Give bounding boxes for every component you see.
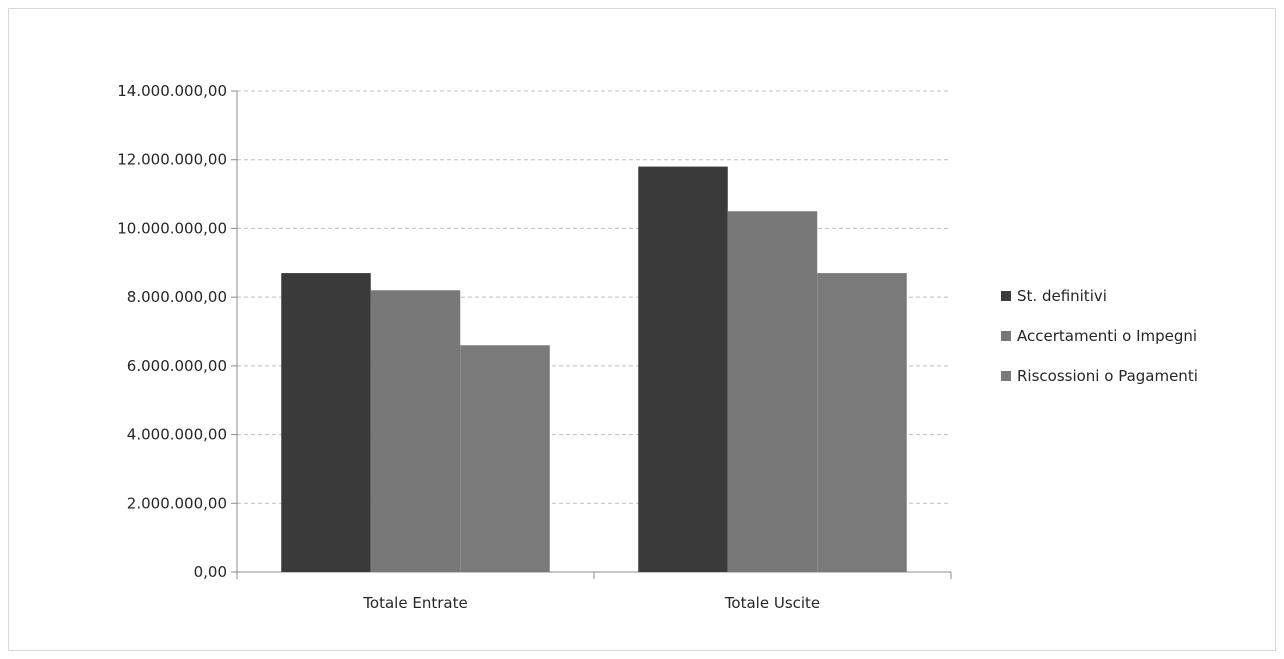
y-tick-label: 14.000.000,00 — [117, 82, 227, 100]
y-tick-label: 2.000.000,00 — [127, 494, 227, 512]
bar-riscossioni-pagamenti — [460, 345, 550, 572]
chart-frame: 0,00 2.000.000,00 4.000.000,00 6.000.000,00… — [8, 8, 1276, 651]
bar-st-definitivi — [281, 273, 371, 572]
legend-label: Riscossioni o Pagamenti — [1017, 367, 1198, 385]
y-tick-label: 12.000.000,00 — [117, 151, 227, 169]
bar-chart: 0,00 2.000.000,00 4.000.000,00 6.000.000,00… — [117, 82, 1198, 612]
x-tick-labels: Totale Entrate Totale Uscite — [362, 594, 820, 612]
x-tick-label: Totale Entrate — [362, 594, 467, 612]
y-tick-label: 10.000.000,00 — [117, 219, 227, 237]
bar-st-definitivi — [638, 166, 728, 573]
legend-swatch — [1001, 291, 1011, 301]
y-tick-label: 6.000.000,00 — [127, 357, 227, 375]
legend-swatch — [1001, 371, 1011, 381]
x-tick-label: Totale Uscite — [724, 594, 820, 612]
y-tick-labels: 0,00 2.000.000,00 4.000.000,00 6.000.000,00… — [117, 82, 227, 581]
legend: St. definitivi Accertamenti o Impegni Risc… — [1001, 287, 1198, 385]
legend-label: Accertamenti o Impegni — [1017, 327, 1197, 345]
legend-label: St. definitivi — [1017, 287, 1107, 305]
bar-accertamenti-impegni — [727, 211, 818, 572]
y-tick-label: 0,00 — [194, 563, 227, 581]
legend-swatch — [1001, 331, 1011, 341]
y-tick-label: 4.000.000,00 — [127, 426, 227, 444]
bar-accertamenti-impegni — [370, 290, 461, 572]
y-tick-label: 8.000.000,00 — [127, 288, 227, 306]
bar-riscossioni-pagamenti — [817, 273, 907, 572]
bars — [281, 166, 907, 573]
